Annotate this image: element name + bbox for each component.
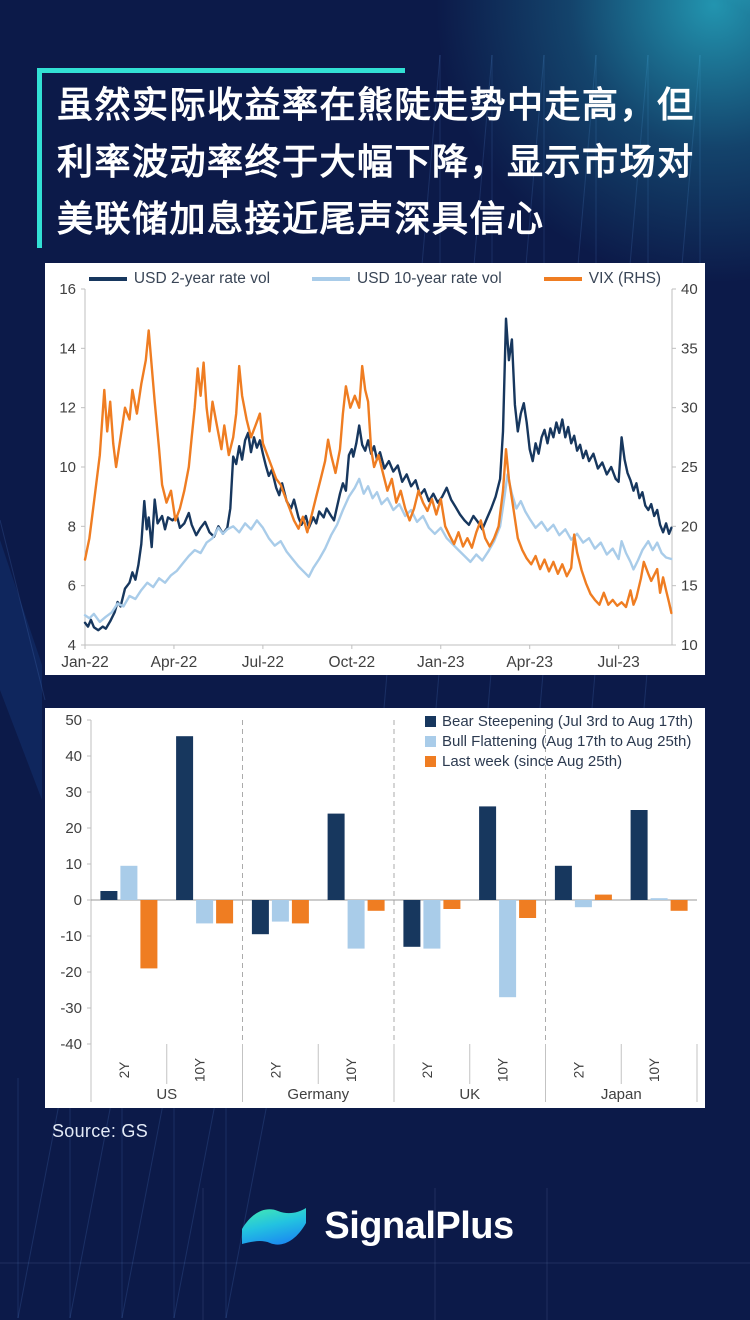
- bar-chart-legend: Bear Steepening (Jul 3rd to Aug 17th) Bu…: [424, 713, 693, 770]
- svg-text:15: 15: [681, 578, 698, 595]
- legend-label: VIX (RHS): [588, 270, 662, 287]
- bar-chart-panel: 50 40 30 20 10 0 -10 -20 -30 -40 2Y 10Y 2Y 10Y 2Y 10Y 2Y…: [45, 708, 705, 1108]
- svg-text:2Y: 2Y: [420, 1062, 435, 1079]
- svg-text:2Y: 2Y: [571, 1062, 586, 1079]
- legend-item-bear-steepening: Bear Steepening (Jul 3rd to Aug 17th): [424, 713, 693, 730]
- bar-swatch-navy: [424, 716, 436, 727]
- svg-text:Jul-23: Jul-23: [598, 654, 640, 671]
- svg-text:10: 10: [681, 637, 698, 654]
- svg-text:0: 0: [74, 892, 82, 909]
- svg-text:6: 6: [68, 578, 76, 595]
- line-swatch-orange: [543, 277, 582, 281]
- svg-text:-30: -30: [60, 1000, 82, 1017]
- title-line-1: 虽然实际收益率在熊陡走势中走高，但: [57, 84, 695, 125]
- svg-text:Japan: Japan: [601, 1086, 642, 1103]
- steepening-bar-chart: 50 40 30 20 10 0 -10 -20 -30 -40 2Y 10Y 2Y 10Y 2Y 10Y 2Y…: [60, 712, 698, 1103]
- svg-text:40: 40: [681, 281, 698, 298]
- svg-text:-20: -20: [60, 964, 82, 981]
- legend-label: USD 10-year rate vol: [357, 270, 502, 287]
- svg-text:Jan-22: Jan-22: [61, 654, 108, 671]
- rate-vol-line-chart: 4 6 8 10 12 14 16 10 15 20 25 30 35 40 Jan-22 Apr-22 Jul…: [59, 281, 698, 671]
- svg-text:20: 20: [65, 820, 82, 837]
- title-line-3: 美联储加息接近尾声深具信心: [57, 198, 545, 239]
- legend-item-bull-flattening: Bull Flattening (Aug 17th to Aug 25th): [424, 733, 692, 750]
- svg-text:Oct-22: Oct-22: [329, 654, 376, 671]
- svg-text:20: 20: [681, 518, 698, 535]
- svg-text:Germany: Germany: [287, 1086, 349, 1103]
- svg-text:8: 8: [68, 518, 76, 535]
- svg-text:2Y: 2Y: [117, 1062, 132, 1079]
- svg-text:25: 25: [681, 459, 698, 476]
- svg-text:35: 35: [681, 340, 698, 357]
- svg-text:10Y: 10Y: [496, 1058, 511, 1082]
- svg-text:10Y: 10Y: [193, 1058, 208, 1082]
- svg-text:50: 50: [65, 712, 82, 729]
- svg-text:14: 14: [59, 340, 76, 357]
- line-swatch-lightblue: [312, 277, 351, 281]
- svg-text:10: 10: [59, 459, 76, 476]
- title-block: 虽然实际收益率在熊陡走势中走高，但 利率波动率终于大幅下降，显示市场对 美联储加…: [57, 76, 717, 247]
- title-line-2: 利率波动率终于大幅下降，显示市场对: [57, 141, 695, 182]
- svg-text:40: 40: [65, 748, 82, 765]
- line-swatch-navy: [88, 277, 127, 281]
- svg-text:-40: -40: [60, 1036, 82, 1053]
- legend-item-last-week: Last week (since Aug 25th): [424, 753, 623, 770]
- svg-text:Jan-23: Jan-23: [417, 654, 464, 671]
- legend-label: USD 2-year rate vol: [133, 270, 271, 287]
- signalplus-logo: SignalPlus: [0, 1198, 750, 1254]
- source-text: Source: GS: [52, 1121, 149, 1141]
- legend-label: Bear Steepening (Jul 3rd to Aug 17th): [441, 713, 693, 730]
- svg-text:30: 30: [681, 400, 698, 417]
- svg-text:Apr-23: Apr-23: [506, 654, 553, 671]
- legend-label: Last week (since Aug 25th): [441, 753, 623, 770]
- legend-label: Bull Flattening (Aug 17th to Aug 25th): [441, 733, 692, 750]
- svg-text:10Y: 10Y: [344, 1058, 359, 1082]
- svg-text:2Y: 2Y: [268, 1062, 283, 1079]
- title-accent-left: [37, 68, 42, 248]
- legend-item-usd-2y: USD 2-year rate vol: [88, 270, 271, 288]
- svg-text:Apr-22: Apr-22: [151, 654, 198, 671]
- svg-text:-10: -10: [60, 928, 82, 945]
- legend-item-vix: VIX (RHS): [543, 270, 662, 288]
- bar-swatch-lightblue: [424, 736, 436, 747]
- svg-text:10Y: 10Y: [647, 1058, 662, 1082]
- svg-text:16: 16: [59, 281, 76, 298]
- svg-text:4: 4: [68, 637, 76, 654]
- logo-icon: [242, 1208, 307, 1245]
- legend-item-usd-10y: USD 10-year rate vol: [312, 270, 502, 288]
- title-accent-top: [37, 68, 405, 73]
- svg-text:US: US: [156, 1086, 177, 1103]
- line-chart-legend: USD 2-year rate vol USD 10-year rate vol…: [45, 270, 705, 288]
- svg-text:30: 30: [65, 784, 82, 801]
- line-chart-panel: 4 6 8 10 12 14 16 10 15 20 25 30 35 40 Jan-22 Apr-22 Jul…: [45, 263, 705, 675]
- svg-text:Jul-22: Jul-22: [242, 654, 284, 671]
- svg-text:12: 12: [59, 400, 76, 417]
- svg-text:10: 10: [65, 856, 82, 873]
- bar-swatch-orange: [424, 756, 436, 767]
- logo-text: SignalPlus: [324, 1204, 514, 1247]
- svg-text:UK: UK: [459, 1086, 480, 1103]
